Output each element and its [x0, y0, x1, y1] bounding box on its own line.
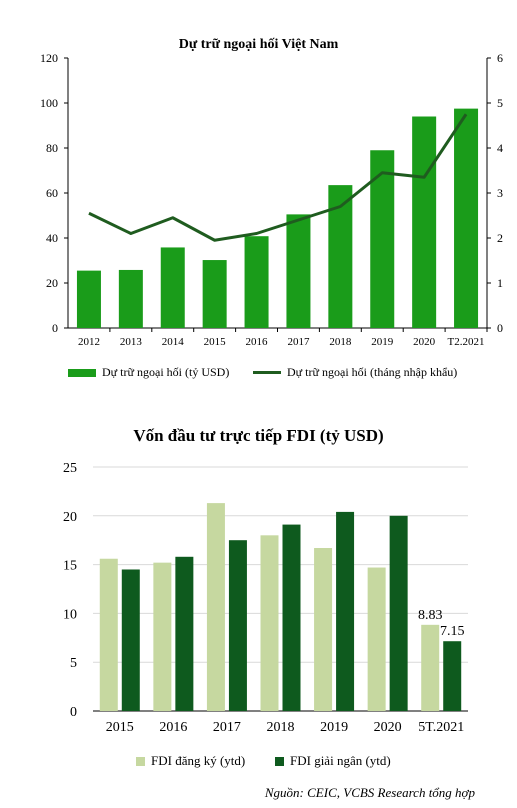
- y-tick-label: 15: [63, 559, 77, 574]
- left-y-tick-label: 60: [46, 186, 58, 200]
- legend-swatch-disbursed: [275, 756, 284, 766]
- bar-fdi-registered: [367, 567, 386, 711]
- left-y-tick-label: 80: [46, 141, 58, 155]
- x-tick-label: 2019: [371, 336, 394, 348]
- x-tick-label: 2015: [106, 720, 134, 735]
- x-tick-label: T2.2021: [448, 336, 485, 348]
- legend-swatch-registered: [136, 756, 145, 766]
- bar-forex-reserves: [412, 116, 437, 328]
- legend-swatch-line: [253, 371, 281, 374]
- x-tick-label: 5T.2021: [418, 720, 464, 735]
- left-y-tick-label: 0: [52, 321, 58, 335]
- y-tick-label: 25: [63, 461, 77, 476]
- y-tick-label: 10: [63, 607, 77, 622]
- chart2-legend-registered: FDI đăng ký (ytd): [136, 753, 245, 769]
- chart1-legend-line: Dự trữ ngoại hối (tháng nhập khẩu): [253, 365, 457, 380]
- bar-forex-reserves: [202, 260, 227, 328]
- bar-fdi-disbursed: [443, 641, 462, 711]
- bar-fdi-registered: [314, 548, 333, 711]
- x-tick-label: 2018: [267, 720, 295, 735]
- source-note: Nguồn: CEIC, VCBS Research tổng hợp: [264, 785, 475, 800]
- right-y-tick-label: 5: [497, 96, 503, 110]
- left-y-tick-label: 120: [40, 51, 58, 65]
- right-y-tick-label: 0: [497, 321, 503, 335]
- right-y-tick-label: 1: [497, 276, 503, 290]
- y-tick-label: 0: [70, 705, 77, 720]
- x-tick-label: 2017: [213, 720, 241, 735]
- x-tick-label: 2015: [204, 336, 227, 348]
- x-tick-label: 2020: [413, 336, 436, 348]
- data-label-registered: 8.83: [418, 608, 443, 623]
- bar-forex-reserves: [454, 108, 479, 328]
- bar-fdi-registered: [421, 624, 440, 711]
- chart1-legend-bar: Dự trữ ngoại hối (tỷ USD): [68, 365, 229, 380]
- bar-forex-reserves: [244, 236, 269, 328]
- bar-forex-reserves: [286, 214, 311, 328]
- legend-label-line: Dự trữ ngoại hối (tháng nhập khẩu): [287, 365, 458, 379]
- bar-fdi-disbursed: [228, 540, 247, 711]
- right-y-tick-label: 6: [497, 51, 503, 65]
- x-tick-label: 2019: [320, 720, 348, 735]
- data-label-disbursed: 7.15: [440, 624, 465, 639]
- legend-label-disbursed: FDI giải ngân (ytd): [290, 753, 391, 768]
- x-tick-label: 2016: [159, 720, 187, 735]
- y-tick-label: 20: [63, 510, 77, 525]
- bar-fdi-disbursed: [336, 511, 355, 711]
- bar-fdi-registered: [99, 558, 118, 711]
- x-tick-label: 2016: [246, 336, 269, 348]
- forex-reserves-chart: 0 20 40 60 80 100 120 0 1 2 3 4 5 6 2012 2013 2014 2015 20…: [40, 51, 503, 348]
- left-y-tick-label: 20: [46, 276, 58, 290]
- bar-fdi-registered: [260, 535, 279, 711]
- x-tick-label: 2018: [329, 336, 352, 348]
- left-y-tick-label: 40: [46, 231, 58, 245]
- line-import-months: [88, 113, 468, 242]
- bar-fdi-registered: [153, 562, 172, 711]
- chart2-legend-disbursed: FDI giải ngân (ytd): [275, 753, 391, 769]
- bar-fdi-disbursed: [389, 515, 408, 711]
- x-tick-label: 2014: [162, 336, 185, 348]
- left-y-tick-label: 100: [40, 96, 58, 110]
- right-y-tick-label: 3: [497, 186, 503, 200]
- bar-forex-reserves: [370, 150, 395, 328]
- legend-swatch-bar: [68, 368, 96, 377]
- x-tick-label: 2013: [120, 336, 143, 348]
- x-tick-label: 2020: [374, 720, 402, 735]
- bar-fdi-disbursed: [121, 569, 140, 711]
- bar-forex-reserves: [118, 269, 143, 328]
- bar-fdi-disbursed: [282, 524, 301, 711]
- bar-fdi-registered: [206, 503, 225, 711]
- bar-forex-reserves: [76, 270, 101, 328]
- x-tick-label: 2012: [78, 336, 100, 348]
- legend-label-bar: Dự trữ ngoại hối (tỷ USD): [102, 365, 230, 379]
- bar-fdi-disbursed: [175, 556, 194, 711]
- legend-label-registered: FDI đăng ký (ytd): [151, 753, 246, 768]
- x-tick-label: 2017: [287, 336, 310, 348]
- chart1-title: Dự trữ ngoại hối Việt Nam: [178, 37, 339, 52]
- right-y-tick-label: 4: [497, 141, 503, 155]
- right-y-tick-label: 2: [497, 231, 503, 245]
- bar-forex-reserves: [160, 247, 185, 328]
- y-tick-label: 5: [70, 656, 77, 671]
- chart2-title: Vốn đầu tư trực tiếp FDI (tỷ USD): [133, 426, 384, 445]
